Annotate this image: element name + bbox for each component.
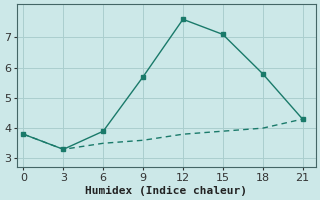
X-axis label: Humidex (Indice chaleur): Humidex (Indice chaleur) <box>85 186 247 196</box>
